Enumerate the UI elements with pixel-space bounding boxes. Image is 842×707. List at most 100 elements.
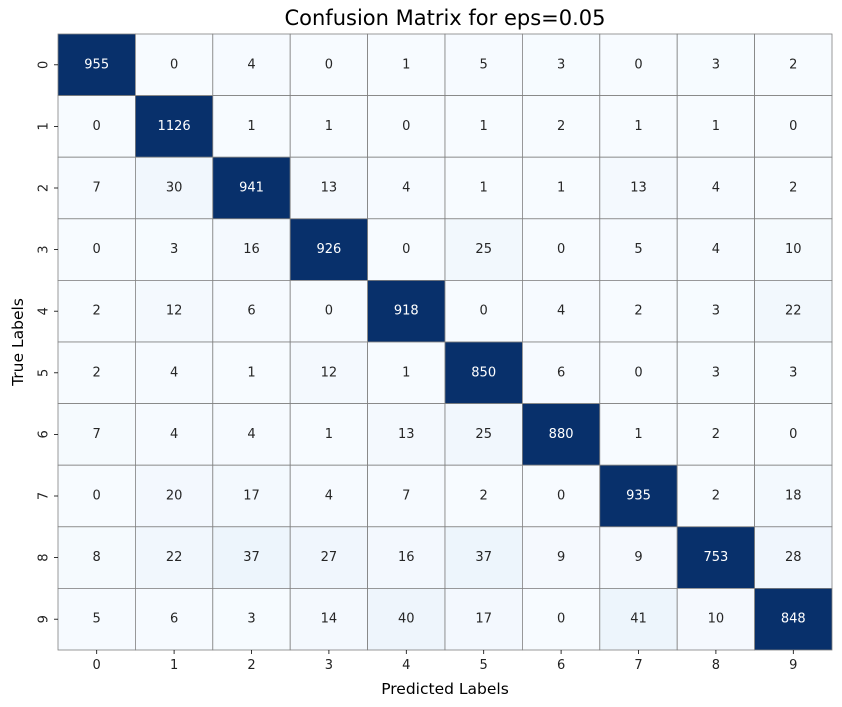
y-tick-label: 1 <box>37 122 52 130</box>
cell-value-label: 25 <box>475 242 492 257</box>
cell-value-label: 926 <box>316 242 341 257</box>
heatmap-cell <box>212 33 291 96</box>
cell-value-label: 37 <box>243 550 260 565</box>
y-tick-label: 6 <box>37 430 52 438</box>
chart-title: Confusion Matrix for eps=0.05 <box>284 6 605 30</box>
heatmap-cell <box>367 279 446 343</box>
heatmap-cell <box>599 156 678 220</box>
cell-value-label: 3 <box>789 365 797 380</box>
cell-value-label: 40 <box>398 612 415 627</box>
cell-value-label: 7 <box>402 489 410 504</box>
heatmap-cell <box>134 33 214 96</box>
heatmap-cell <box>754 588 833 651</box>
cell-value-label: 2 <box>712 489 720 504</box>
cell-value-label: 0 <box>170 57 178 72</box>
x-tick-label: 2 <box>247 658 255 673</box>
x-axis-ticks: 0 1 2 3 4 5 6 7 8 9 <box>93 650 797 673</box>
cell-value-label: 1 <box>712 119 720 134</box>
x-tick-label: 7 <box>634 658 642 673</box>
heatmap-cell <box>676 218 756 281</box>
heatmap-cell <box>444 588 523 651</box>
heatmap-cell <box>444 33 523 96</box>
heatmap-cell <box>599 95 678 158</box>
cell-value-label: 850 <box>471 365 496 380</box>
cell-value-label: 2 <box>634 304 642 319</box>
y-tick-label: 5 <box>37 369 52 377</box>
heatmap-cell <box>289 341 369 404</box>
cell-value-label: 0 <box>402 242 410 257</box>
heatmap-cell <box>522 464 601 528</box>
x-tick-label: 0 <box>93 658 101 673</box>
heatmap-cell <box>522 218 601 281</box>
cell-value-label: 1 <box>557 181 565 196</box>
cell-value-label: 0 <box>93 119 101 134</box>
heatmap-cell <box>367 156 446 220</box>
heatmap-cell <box>367 218 446 281</box>
cell-value-label: 16 <box>243 242 260 257</box>
cell-value-label: 0 <box>789 119 797 134</box>
y-tick-label: 4 <box>37 307 52 315</box>
cell-value-label: 0 <box>93 242 101 257</box>
heatmap-cell <box>444 526 523 589</box>
cell-value-label: 4 <box>247 427 255 442</box>
heatmap-cell <box>522 95 601 158</box>
cell-value-label: 14 <box>321 612 338 627</box>
cell-value-label: 10 <box>708 612 725 627</box>
heatmap-cell <box>599 218 678 281</box>
cell-value-label: 3 <box>712 365 720 380</box>
heatmap-cell <box>754 403 833 466</box>
x-tick-label: 8 <box>712 658 720 673</box>
heatmap-cell <box>289 95 369 158</box>
y-tick-label: 7 <box>37 492 52 500</box>
y-tick-label: 0 <box>37 61 52 69</box>
heatmap-cell <box>367 526 446 589</box>
heatmap-cell <box>134 526 214 589</box>
heatmap-cell <box>676 279 756 343</box>
cell-value-label: 12 <box>166 304 183 319</box>
heatmap-cell <box>134 156 214 220</box>
heatmap-cell <box>676 403 756 466</box>
cell-value-label: 941 <box>239 181 264 196</box>
heatmap-cell <box>134 95 214 158</box>
heatmap-cell <box>676 156 756 220</box>
cell-value-label: 4 <box>325 489 333 504</box>
heatmap-cell <box>754 464 833 528</box>
heatmap-cell <box>444 464 523 528</box>
heatmap-cell <box>754 156 833 220</box>
cell-value-label: 880 <box>549 427 574 442</box>
heatmap-cell <box>522 279 601 343</box>
cell-value-label: 2 <box>93 304 101 319</box>
heatmap-cell <box>444 279 523 343</box>
heatmap-cell <box>444 95 523 158</box>
cell-value-label: 4 <box>557 304 565 319</box>
cell-value-label: 0 <box>93 489 101 504</box>
heatmap-cell <box>57 33 136 96</box>
cell-value-label: 37 <box>475 550 492 565</box>
cell-value-label: 1 <box>325 427 333 442</box>
cell-value-label: 0 <box>557 612 565 627</box>
cell-value-label: 848 <box>781 612 806 627</box>
heatmap-cell <box>212 156 291 220</box>
cell-value-label: 0 <box>557 242 565 257</box>
cell-value-label: 22 <box>785 304 802 319</box>
x-tick-label: 9 <box>789 658 797 673</box>
heatmap-cell <box>599 588 678 651</box>
x-axis-label: Predicted Labels <box>381 680 509 698</box>
cell-value-label: 17 <box>243 489 260 504</box>
heatmap-cell <box>134 464 214 528</box>
heatmap-cell <box>444 218 523 281</box>
cell-value-label: 1 <box>634 119 642 134</box>
heatmap-cell <box>289 588 369 651</box>
y-axis-ticks: 0 1 2 3 4 5 6 7 8 9 <box>37 61 58 623</box>
cell-value-label: 7 <box>93 181 101 196</box>
cell-value-label: 27 <box>321 550 338 565</box>
x-tick-label: 3 <box>325 658 333 673</box>
heatmap-cell <box>754 95 833 158</box>
heatmap-cell <box>212 341 291 404</box>
cell-value-label: 13 <box>630 181 647 196</box>
cell-value-label: 25 <box>475 427 492 442</box>
heatmap-cell <box>676 95 756 158</box>
cell-value-label: 918 <box>394 304 419 319</box>
cell-value-label: 20 <box>166 489 183 504</box>
heatmap-cell <box>599 33 678 96</box>
